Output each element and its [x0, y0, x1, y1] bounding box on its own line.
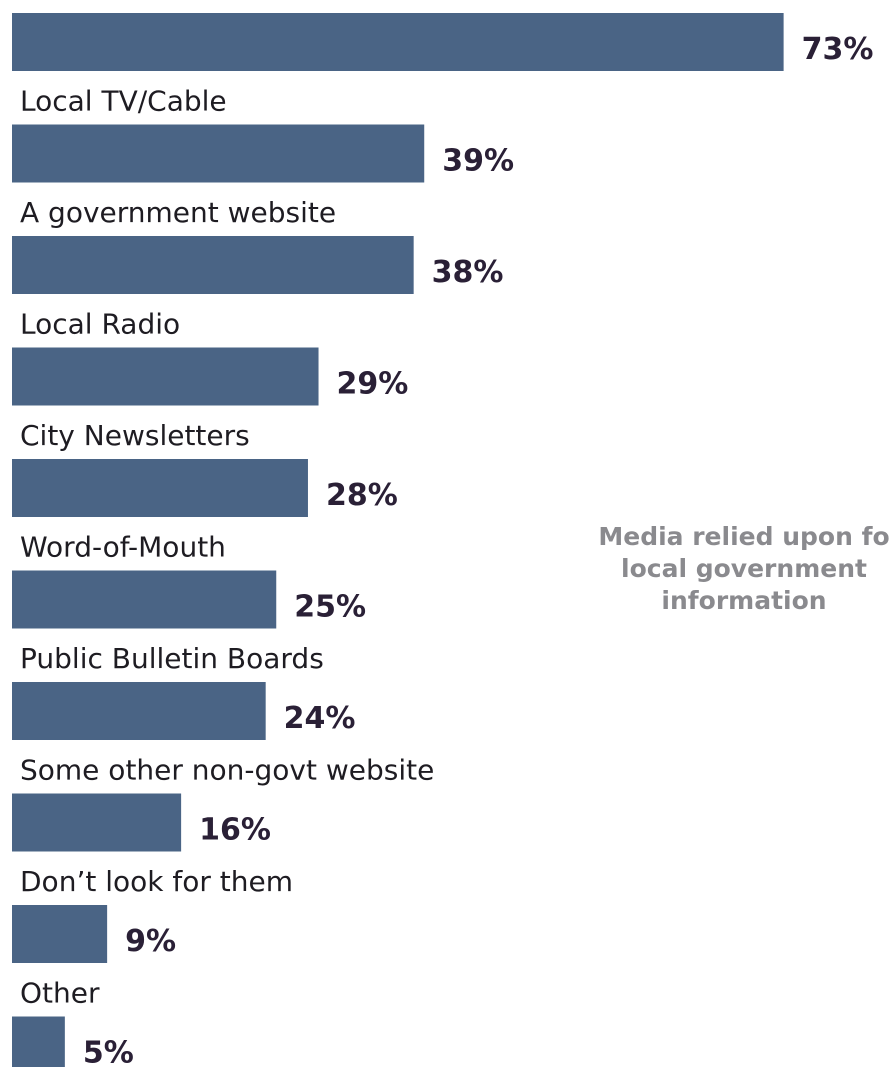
value-label: 25% — [294, 590, 366, 625]
value-label: 73% — [802, 32, 874, 67]
value-label: 9% — [125, 924, 176, 959]
category-label: Local TV/Cable — [20, 85, 227, 118]
value-label: 5% — [83, 1036, 134, 1067]
category-label: Other — [20, 977, 100, 1010]
bar — [12, 124, 425, 183]
chart-title-line: information — [661, 586, 826, 615]
value-label: 16% — [199, 813, 271, 848]
category-label: Public Bulletin Boards — [20, 642, 324, 675]
chart-title-line: Media relied upon fo — [598, 522, 889, 551]
category-label: A government website — [20, 196, 336, 229]
bar — [12, 682, 266, 740]
bar — [12, 570, 277, 629]
bar — [12, 236, 414, 294]
category-label: Some other non-govt website — [20, 754, 434, 787]
category-label: Local Radio — [20, 308, 180, 341]
category-label: Don’t look for them — [20, 865, 293, 898]
value-label: 38% — [432, 255, 504, 290]
value-label: 39% — [442, 144, 514, 179]
value-label: 28% — [326, 478, 398, 513]
bar — [12, 1016, 65, 1067]
category-label: City Newsletters — [20, 419, 250, 452]
bar — [12, 459, 308, 517]
bar — [12, 13, 784, 71]
bar — [12, 793, 182, 852]
chart-title-line: local government — [621, 554, 867, 583]
bar — [12, 347, 319, 406]
value-label: 29% — [337, 367, 409, 402]
category-label: Word-of-Mouth — [20, 531, 226, 564]
chart-title: Media relied upon fo local government info… — [598, 522, 889, 615]
value-label: 24% — [284, 701, 356, 736]
bar-series: 73% Local TV/Cable 39% A government website… — [12, 13, 873, 1067]
bar — [12, 905, 108, 963]
